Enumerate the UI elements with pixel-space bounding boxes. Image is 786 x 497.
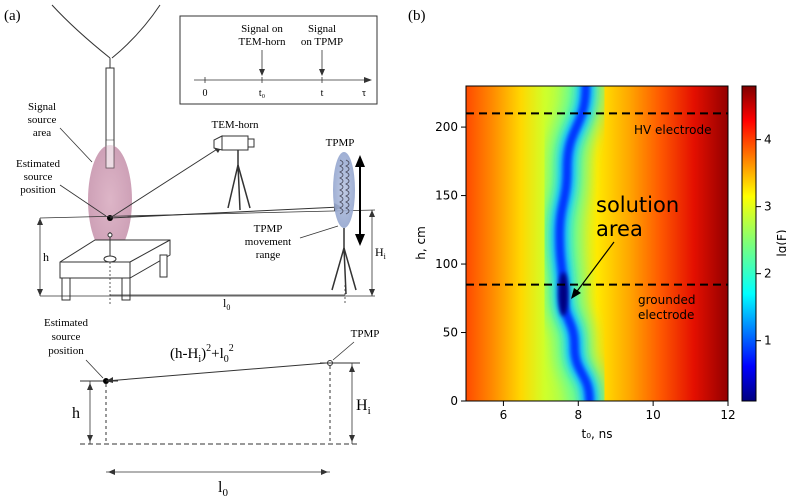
heatmap bbox=[466, 86, 728, 401]
tick-t0: t₀ bbox=[259, 88, 266, 99]
distance-formula: (h-Hi)2+l02 bbox=[170, 343, 234, 365]
panel-a-label: (a) bbox=[4, 8, 21, 24]
lower-est-2: source bbox=[52, 331, 81, 343]
label-tem-horn: TEM-horn bbox=[211, 119, 259, 131]
lower-distance-line bbox=[105, 362, 327, 382]
heatmap-minimum bbox=[558, 272, 569, 317]
colorbar-tick-label: 4 bbox=[764, 133, 772, 147]
lower-est-1: Estimated bbox=[44, 317, 88, 329]
label-tpmp: TPMP bbox=[326, 137, 355, 149]
x-tick-label: 10 bbox=[646, 408, 661, 422]
colorbar-tick-label: 1 bbox=[764, 334, 772, 348]
timeline-horn-2: TEM-horn bbox=[238, 36, 286, 48]
tpmp-tripod bbox=[331, 247, 345, 291]
x-axis-label: t₀, ns bbox=[581, 427, 612, 441]
timeline-horn-1: Signal on bbox=[241, 23, 283, 35]
heatmap-field bbox=[466, 86, 728, 401]
solution-arrow bbox=[574, 241, 615, 295]
signal-source-area bbox=[88, 145, 132, 255]
tick-t: t bbox=[321, 88, 324, 99]
lower-est-3: position bbox=[48, 345, 84, 357]
leader-tpmp-range bbox=[299, 225, 339, 239]
plot-frame bbox=[465, 85, 729, 402]
grounded-label-1: grounded bbox=[638, 293, 695, 307]
label-est-2: source bbox=[24, 171, 53, 183]
solution-label-2: area bbox=[596, 217, 643, 241]
cable-right bbox=[111, 4, 161, 59]
colorbar-tick-label: 3 bbox=[764, 200, 772, 214]
tick-zero: 0 bbox=[203, 88, 208, 99]
lower-tpmp: TPMP bbox=[351, 328, 380, 340]
hv-electrode-label: HV electrode bbox=[634, 123, 711, 137]
line-to-horn bbox=[109, 145, 223, 219]
x-tick-label: 12 bbox=[720, 408, 735, 422]
lower-label-l0: l0 bbox=[218, 479, 228, 497]
x-tick-label: 6 bbox=[500, 408, 508, 422]
y-axis-label: h, cm bbox=[414, 226, 428, 260]
timeline-box bbox=[179, 15, 378, 105]
cable-left bbox=[51, 4, 111, 59]
tpmp-probe bbox=[333, 152, 355, 228]
colorbar-tick-label: 2 bbox=[764, 267, 772, 281]
label-signal-1: Signal bbox=[28, 101, 56, 113]
label-l0: l0 bbox=[223, 296, 230, 312]
tem-horn bbox=[221, 135, 249, 151]
lower-label-h: h bbox=[72, 405, 80, 422]
label-signal-2: source bbox=[28, 114, 57, 126]
label-tpmp-range-2: movement bbox=[245, 236, 291, 248]
tick-tau: τ bbox=[362, 88, 366, 99]
panel-b-label: (b) bbox=[408, 8, 426, 24]
horn-tripod bbox=[227, 164, 239, 209]
solution-label-1: solution bbox=[596, 193, 679, 217]
line-to-tpmp bbox=[109, 206, 341, 219]
label-est-1: Estimated bbox=[16, 158, 60, 170]
reference-line bbox=[39, 209, 376, 219]
y-tick-label: 0 bbox=[450, 394, 458, 408]
label-tpmp-range-3: range bbox=[256, 249, 281, 261]
label-h: h bbox=[43, 250, 49, 264]
label-signal-3: area bbox=[33, 127, 51, 139]
x-axis-ticks: 6 8 10 12 bbox=[500, 401, 736, 422]
label-tpmp-range-1: TPMP bbox=[254, 223, 283, 235]
leader-est-pos bbox=[59, 184, 107, 217]
y-tick-label: 200 bbox=[435, 120, 458, 134]
grounded-label-2: electrode bbox=[638, 308, 694, 322]
timeline-tpmp-1: Signal bbox=[308, 23, 336, 35]
y-tick-label: 150 bbox=[435, 189, 458, 203]
label-est-3: position bbox=[20, 184, 56, 196]
colorbar-ticks: 1 2 3 4 bbox=[756, 133, 772, 348]
y-tick-label: 50 bbox=[443, 326, 458, 340]
y-tick-label: 100 bbox=[435, 257, 458, 271]
heatmap-valley-core bbox=[555, 86, 594, 401]
label-Hi: Hi bbox=[375, 245, 387, 261]
colorbar bbox=[741, 85, 757, 402]
x-tick-label: 8 bbox=[574, 408, 582, 422]
leader-signal-area bbox=[59, 127, 93, 163]
y-axis-ticks: 0 50 100 150 200 bbox=[435, 120, 466, 408]
colorbar-label: lg(F) bbox=[775, 229, 786, 256]
timeline-tpmp-2: on TPMP bbox=[301, 36, 343, 48]
lower-label-Hi: Hi bbox=[356, 397, 371, 417]
